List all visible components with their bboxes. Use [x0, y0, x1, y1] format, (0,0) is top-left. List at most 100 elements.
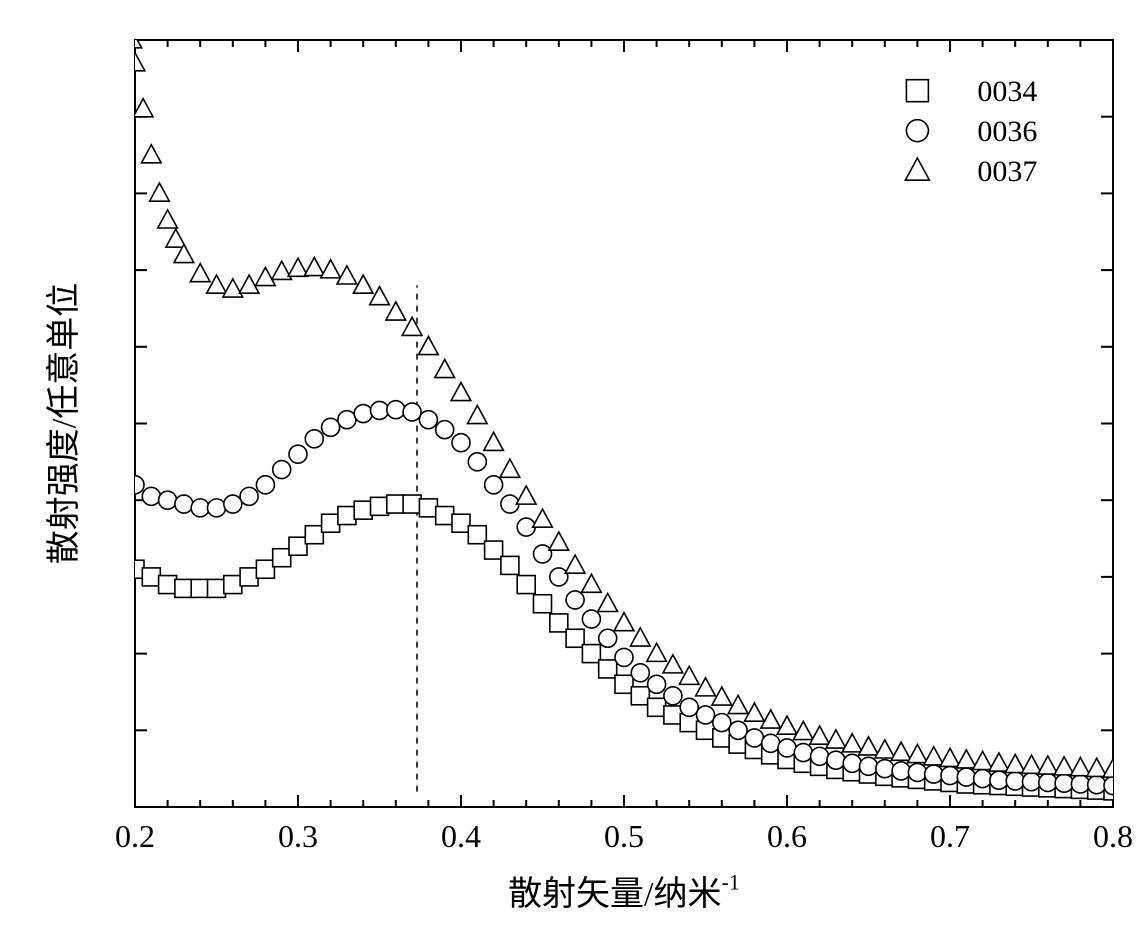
legend-marker — [906, 120, 928, 142]
data-marker — [664, 687, 682, 705]
data-marker — [224, 495, 242, 513]
data-marker — [631, 687, 649, 705]
data-marker — [664, 706, 682, 724]
data-marker — [159, 576, 177, 594]
y-axis-title: 散射强度/任意单位 — [45, 283, 83, 564]
data-marker — [436, 421, 454, 439]
data-marker — [517, 576, 535, 594]
data-marker — [191, 499, 209, 517]
data-marker — [615, 675, 633, 693]
data-marker — [403, 495, 421, 513]
data-marker — [1055, 774, 1073, 792]
data-marker — [256, 560, 274, 578]
data-marker — [534, 595, 552, 613]
data-marker — [224, 576, 242, 594]
data-marker — [305, 526, 323, 544]
data-marker — [208, 579, 226, 597]
data-marker — [354, 501, 372, 519]
data-marker — [419, 411, 437, 429]
data-marker — [175, 495, 193, 513]
data-marker — [338, 507, 356, 525]
data-marker — [778, 739, 796, 757]
data-marker — [534, 545, 552, 563]
data-marker — [811, 747, 829, 765]
x-tick-label: 0.8 — [1093, 818, 1133, 854]
scatter-chart: 0.2 0.3 0.4 0.5 0.6 0.7 0.8 散射矢量/纳米-1 散射强度/任意单位 0… — [0, 0, 1143, 937]
data-marker — [468, 453, 486, 471]
data-marker — [941, 767, 959, 785]
data-marker — [892, 762, 910, 780]
data-marker — [273, 549, 291, 567]
x-tick-label: 0.2 — [115, 818, 155, 854]
data-marker — [762, 734, 780, 752]
data-marker — [371, 497, 389, 515]
data-marker — [550, 614, 568, 632]
data-marker — [289, 537, 307, 555]
data-marker — [957, 768, 975, 786]
data-marker — [1023, 773, 1041, 791]
data-marker — [371, 401, 389, 419]
data-marker — [729, 721, 747, 739]
x-tick-label: 0.7 — [930, 818, 970, 854]
chart-container: 0.2 0.3 0.4 0.5 0.6 0.7 0.8 散射矢量/纳米-1 散射强度/任意单位 0… — [0, 0, 1143, 937]
data-marker — [387, 495, 405, 513]
data-marker — [599, 660, 617, 678]
legend-marker — [906, 80, 928, 102]
data-marker — [289, 445, 307, 463]
data-marker — [338, 411, 356, 429]
data-marker — [240, 487, 258, 505]
data-marker — [599, 629, 617, 647]
data-marker — [876, 760, 894, 778]
data-marker — [305, 430, 323, 448]
data-marker — [159, 491, 177, 509]
legend-label: 0037 — [977, 155, 1037, 188]
data-marker — [403, 403, 421, 421]
data-marker — [485, 541, 503, 559]
data-marker — [468, 526, 486, 544]
data-marker — [419, 499, 437, 517]
data-marker — [485, 476, 503, 494]
legend-label: 0036 — [977, 115, 1037, 148]
legend-label: 0034 — [977, 75, 1037, 108]
data-marker — [142, 487, 160, 505]
data-marker — [566, 591, 584, 609]
data-marker — [208, 499, 226, 517]
x-axis-title: 散射矢量/纳米-1 — [508, 870, 740, 913]
data-marker — [648, 698, 666, 716]
data-marker — [1039, 773, 1057, 791]
data-marker — [240, 568, 258, 586]
x-tick-label: 0.3 — [278, 818, 318, 854]
x-tick-label: 0.4 — [441, 818, 481, 854]
data-marker — [582, 645, 600, 663]
data-marker — [648, 675, 666, 693]
data-marker — [713, 714, 731, 732]
data-marker — [273, 461, 291, 479]
data-marker — [452, 434, 470, 452]
data-marker — [387, 401, 405, 419]
data-marker — [697, 706, 715, 724]
x-tick-label: 0.6 — [767, 818, 807, 854]
data-marker — [354, 405, 372, 423]
data-marker — [322, 514, 340, 532]
data-marker — [566, 629, 584, 647]
data-marker — [974, 770, 992, 788]
data-marker — [550, 568, 568, 586]
data-marker — [827, 751, 845, 769]
data-marker — [126, 476, 144, 494]
x-tick-label: 0.5 — [604, 818, 644, 854]
data-marker — [794, 744, 812, 762]
data-marker — [126, 560, 144, 578]
data-marker — [501, 556, 519, 574]
data-marker — [843, 754, 861, 772]
data-marker — [452, 514, 470, 532]
data-marker — [908, 763, 926, 781]
data-marker — [1104, 777, 1122, 795]
data-marker — [436, 507, 454, 525]
data-marker — [631, 664, 649, 682]
data-marker — [191, 579, 209, 597]
data-marker — [925, 765, 943, 783]
data-marker — [680, 698, 698, 716]
data-marker — [175, 579, 193, 597]
data-marker — [615, 648, 633, 666]
data-marker — [1006, 772, 1024, 790]
